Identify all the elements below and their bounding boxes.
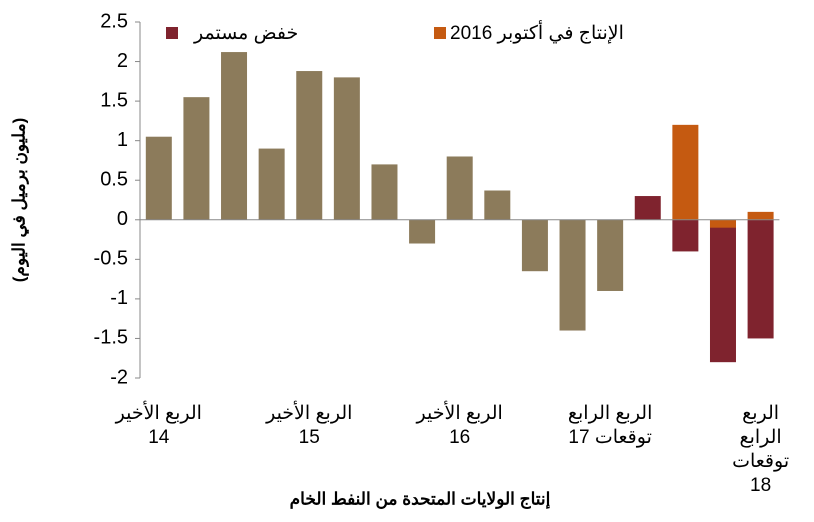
y-tick-label: -2 [110,366,128,388]
bar [709,219,736,228]
bar [747,211,774,220]
y-tick-label: 1.5 [100,89,128,111]
x-axis-label: إنتاج الولايات المتحدة من النفط الخام [290,489,551,509]
bar [183,97,210,220]
y-tick-label: 2.5 [100,10,128,32]
bar [145,136,172,220]
legend-swatch [166,27,178,39]
y-tick-label: 0.5 [100,169,128,191]
bar [221,52,248,220]
x-tick-label: الربع الأخير 16 [416,403,503,448]
y-tick-label: -0.5 [94,248,128,270]
bar [446,156,473,220]
bar [709,219,736,363]
y-tick-label: 2 [117,50,128,72]
y-axis-label: (مليون برميل في اليوم) [9,118,29,283]
bar [747,219,774,339]
bar [634,196,661,220]
x-tick-label: الربع الرابع توقعات 18 [732,403,790,496]
legend-label: خفض مستمر [193,23,298,44]
bar [258,148,285,220]
x-tick-label: الربع الأخير 15 [266,403,353,448]
x-tick-label: الربع الأخير 14 [115,403,202,448]
bar [597,219,624,291]
bar [484,190,511,220]
bar [296,71,323,220]
y-tick-label: -1 [110,287,128,309]
bar [672,124,699,220]
bar [371,164,398,220]
y-tick-label: 0 [117,208,128,230]
y-tick-label: -1.5 [94,327,128,349]
x-tick-label: الربع الرابع توقعات 17 [567,403,653,448]
bar [409,219,436,244]
legend-swatch [434,27,446,39]
bar [559,219,586,331]
bar [333,77,360,220]
bar [672,219,699,252]
bar [521,219,548,272]
legend-label: الإنتاج في أكتوبر 2016 [450,19,624,44]
y-tick-label: 1 [117,129,128,151]
